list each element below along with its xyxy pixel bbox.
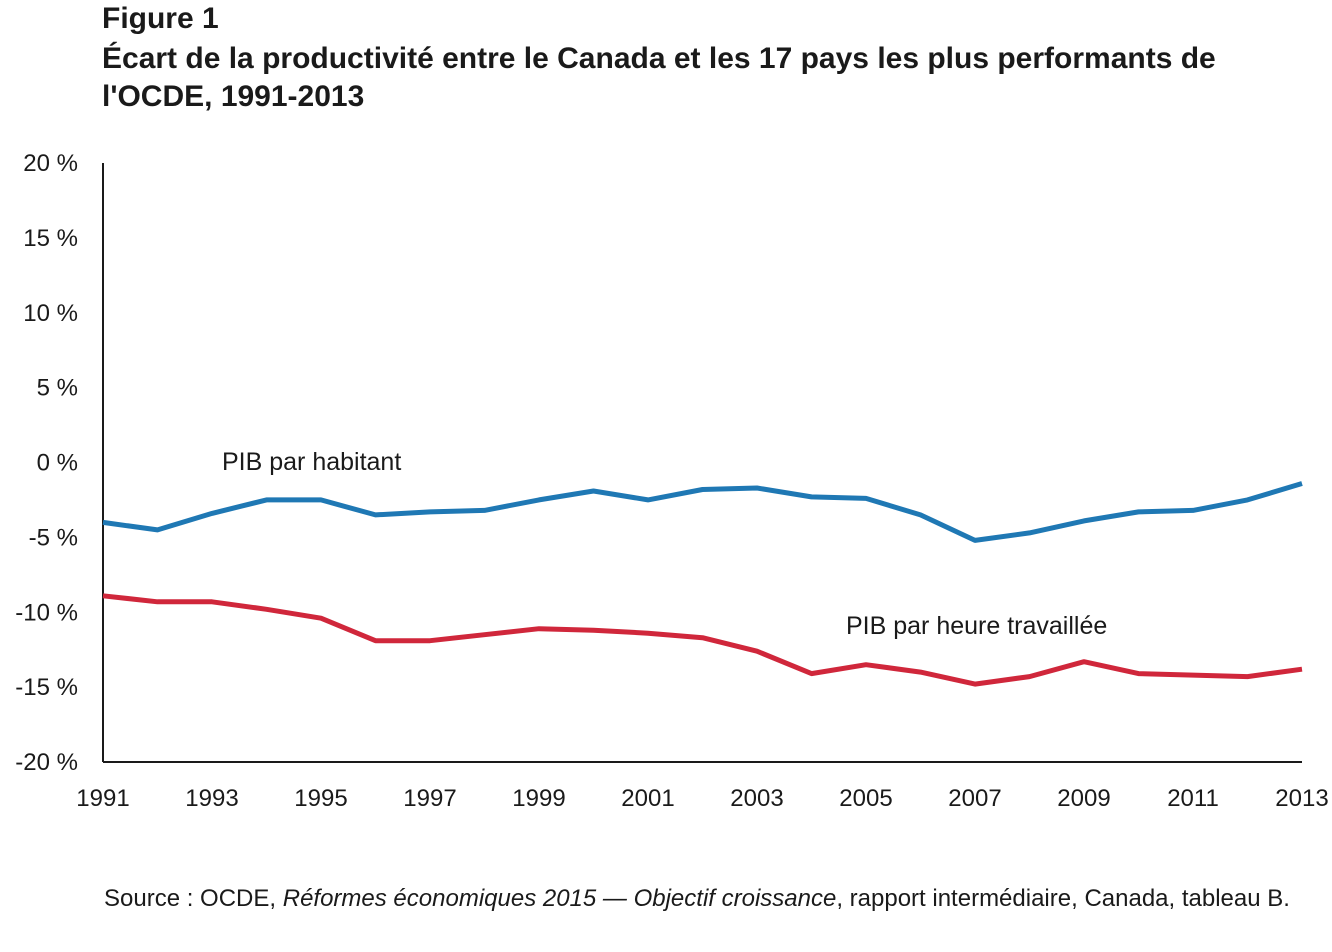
x-tick-label: 1997 [403,785,456,812]
y-tick-label: 15 % [23,225,78,252]
x-axis-labels: 1991 1993 1995 1997 1999 2001 2003 2005 2007 2009… [76,785,1328,812]
x-tick-label: 2009 [1057,785,1110,812]
x-tick-label: 1995 [294,785,347,812]
y-tick-label: -15 % [15,674,78,701]
x-tick-label: 2001 [621,785,674,812]
series-label-pib-par-heure: PIB par heure travaillée [846,612,1107,640]
y-tick-label: 10 % [23,300,78,327]
x-tick-label: 1999 [512,785,565,812]
x-tick-label: 2013 [1275,785,1328,812]
series-label-pib-par-habitant: PIB par habitant [222,448,401,476]
x-tick-label: 1991 [76,785,129,812]
x-tick-label: 2011 [1167,785,1219,812]
x-tick-label: 2005 [839,785,892,812]
series-group [102,481,1303,687]
source-suffix: , rapport intermédiaire, Canada, tableau… [836,885,1290,912]
y-tick-label: 20 % [23,150,78,177]
x-tick-label: 1993 [185,785,238,812]
y-tick-label: -10 % [15,599,78,626]
source-title: Réformes économiques 2015 — Objectif cro… [282,885,837,912]
figure-label: Figure 1 [102,2,219,35]
series-line-pib-par-habitant [102,481,1303,543]
source-prefix: Source : OCDE, [104,885,283,912]
y-tick-label: -20 % [15,749,78,776]
y-tick-label: 5 % [37,375,78,402]
y-tick-label: -5 % [29,524,78,551]
source-note: Source : OCDE, Réformes économiques 2015… [104,882,1304,916]
series-line-pib-par-heure [102,593,1303,687]
x-tick-label: 2007 [948,785,1001,812]
x-tick-label: 2003 [730,785,783,812]
chart-title: Écart de la productivité entre le Canada… [102,42,1216,113]
y-tick-label: 0 % [37,450,78,477]
y-axis-labels: 20 % 15 % 10 % 5 % 0 % -5 % -10 % -15 % -20 % [15,150,78,776]
